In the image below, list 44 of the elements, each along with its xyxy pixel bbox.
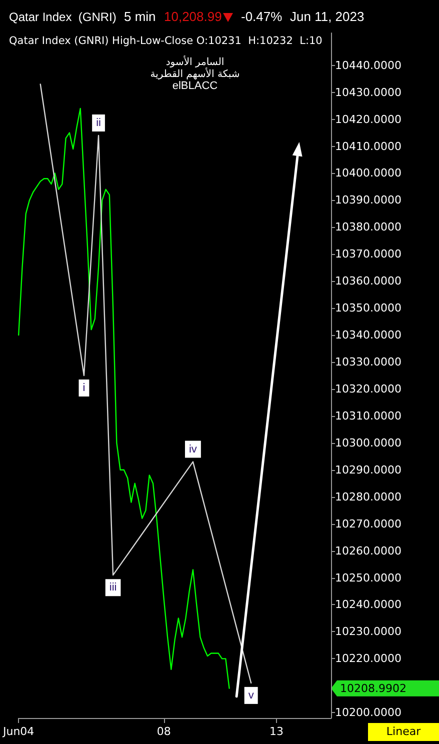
y-tick-label: 10360.0000	[335, 274, 402, 288]
y-tick-label: 10240.0000	[335, 598, 402, 612]
y-tick-label: 10280.0000	[335, 490, 402, 504]
annotation: السامر الأسود	[164, 57, 226, 68]
data-label: iii	[109, 582, 117, 594]
y-tick-label: 10330.0000	[335, 356, 402, 369]
chart-title: Qatar Index (GNRI)	[9, 10, 116, 24]
annotation: شبكة الأسهم القطرية	[149, 69, 241, 80]
y-tick-label: 10390.0000	[335, 194, 402, 207]
data-label: v	[248, 689, 254, 702]
y-tick-label: 10430.0000	[335, 86, 402, 99]
y-tick-label: 10420.0000	[335, 112, 402, 126]
y-tick-label: 10230.0000	[335, 625, 402, 638]
y-tick-label: 10260.0000	[335, 544, 402, 558]
y-tick-label: 10250.0000	[335, 571, 402, 584]
annotation: elBLACC	[171, 80, 219, 92]
chart-subtitle: Qatar Index (GNRI) High-Low-Close O:10231 H:10232 L:10	[9, 35, 322, 47]
text: Jun 11, 2023	[290, 9, 364, 24]
x-tick-label: 13	[270, 725, 284, 738]
y-tick-label: 10400.0000	[335, 166, 402, 180]
y-tick-label: 10290.0000	[335, 463, 402, 476]
text: 5 min	[124, 9, 156, 24]
y-tick-label: 10410.0000	[335, 140, 402, 153]
y-tick-label: 10320.0000	[335, 382, 402, 396]
text: Linear	[368, 723, 439, 741]
data-label: ii	[96, 116, 101, 129]
data-label: iv	[188, 443, 198, 456]
y-tick-label: 10350.0000	[335, 302, 402, 315]
line-series	[18, 108, 230, 689]
text: 10,208.99	[164, 9, 222, 24]
text: 10208.9902	[340, 682, 406, 695]
y-tick-label: 10440.0000	[335, 58, 402, 72]
data-label: i	[82, 382, 86, 394]
y-tick-label: 10370.0000	[335, 248, 402, 261]
y-tick-label: 10310.0000	[335, 409, 402, 422]
x-tick-label: 08	[156, 725, 171, 738]
x-tick-label: Jun04	[2, 725, 34, 738]
y-tick-label: 10380.0000	[335, 220, 402, 234]
y-tick-label: 10220.0000	[335, 652, 402, 666]
y-tick-label: 10270.0000	[335, 517, 402, 530]
y-tick-label: 10300.0000	[335, 436, 402, 450]
text: -0.47%	[241, 9, 282, 24]
y-tick-label: 10200.0000	[335, 706, 402, 720]
y-tick-label: 10340.0000	[335, 328, 402, 342]
